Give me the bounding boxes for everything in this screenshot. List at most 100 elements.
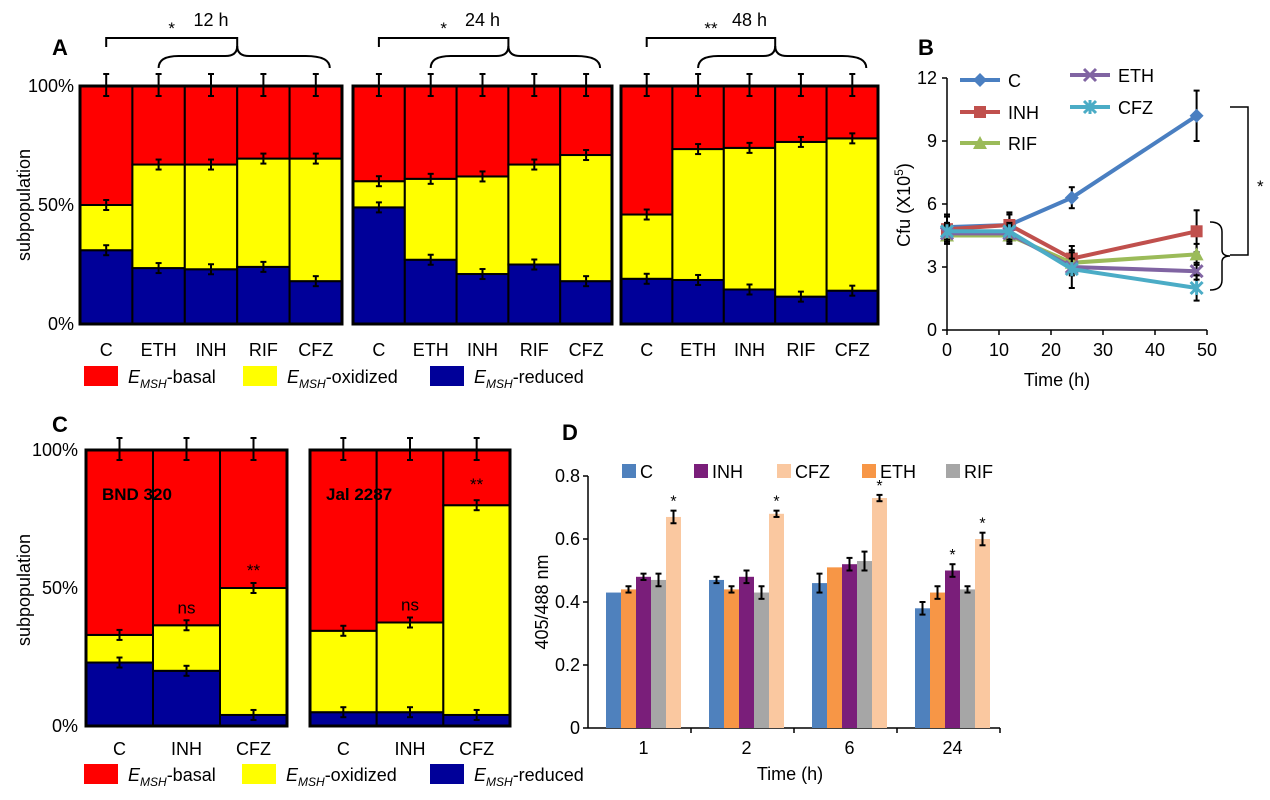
y-tick-label: 0% bbox=[48, 314, 74, 334]
subpanel-frame bbox=[78, 84, 344, 326]
y-axis-label: Cfu (X105) bbox=[892, 163, 914, 247]
bar-oxidized bbox=[309, 629, 378, 714]
bar-oxidized bbox=[507, 163, 562, 266]
bar-reduced bbox=[352, 206, 406, 326]
legend-swatch-reduced bbox=[430, 366, 464, 386]
marker-diamond bbox=[973, 73, 987, 87]
legend-label-rif: RIF bbox=[964, 462, 993, 482]
significance-label: ** bbox=[247, 561, 261, 580]
marker-square bbox=[1190, 225, 1203, 238]
y-axis-label: 405/488 nm bbox=[532, 554, 552, 649]
bar-c bbox=[812, 583, 827, 728]
significance-label: * bbox=[168, 19, 175, 38]
marker-asterisk bbox=[1082, 99, 1098, 115]
y-tick-label: 0.2 bbox=[555, 655, 580, 675]
time-title: 24 h bbox=[465, 10, 500, 30]
bar-c bbox=[709, 579, 724, 728]
category-label: RIF bbox=[786, 340, 815, 360]
comparison-bracket bbox=[645, 37, 777, 50]
bar-rif bbox=[754, 592, 769, 728]
panel-label-b: B bbox=[918, 35, 934, 60]
bar-oxidized bbox=[825, 137, 879, 292]
bar-oxidized bbox=[722, 146, 777, 291]
bar-reduced bbox=[152, 669, 221, 727]
bar-basal bbox=[403, 85, 458, 180]
y-tick-label: 3 bbox=[927, 257, 937, 277]
legend-swatch-oxidized bbox=[243, 366, 277, 386]
legend-swatch-cfz bbox=[777, 464, 791, 478]
legend-label-basal: EMSH-basal bbox=[128, 367, 216, 391]
marker-square bbox=[974, 106, 986, 118]
category-label: C bbox=[337, 739, 350, 759]
bar-reduced bbox=[507, 263, 562, 325]
series-line-cfz bbox=[947, 229, 1197, 290]
marker-asterisk bbox=[1189, 280, 1204, 296]
time-title: 12 h bbox=[193, 10, 228, 30]
significance-label: * bbox=[979, 516, 985, 533]
bar-basal bbox=[183, 85, 239, 166]
significance-label: ** bbox=[704, 19, 718, 38]
legend-label-reduced: EMSH-reduced bbox=[474, 765, 584, 789]
legend-label-basal: EMSH-basal bbox=[128, 765, 216, 789]
category-label: C bbox=[113, 739, 126, 759]
y-tick-label: 100% bbox=[28, 76, 74, 96]
group-brace bbox=[157, 45, 331, 69]
legend-swatch-eth bbox=[862, 464, 876, 478]
category-label: ETH bbox=[680, 340, 716, 360]
bar-inh bbox=[739, 576, 754, 728]
bar-basal bbox=[85, 449, 154, 636]
category-label: ETH bbox=[413, 340, 449, 360]
x-tick-label: 20 bbox=[1041, 340, 1061, 360]
marker-triangle bbox=[973, 136, 987, 149]
strain-label: BND 320 bbox=[102, 485, 172, 504]
series-line-c bbox=[946, 114, 1198, 230]
x-tick-label: 10 bbox=[989, 340, 1009, 360]
bar-reduced bbox=[559, 280, 614, 326]
time-title: 48 h bbox=[732, 10, 767, 30]
bar-oxidized bbox=[559, 154, 614, 283]
subpanel-frame bbox=[308, 448, 512, 728]
x-tick-label: 50 bbox=[1197, 340, 1217, 360]
bar-reduced bbox=[455, 273, 510, 325]
bar-oxidized bbox=[403, 177, 458, 261]
bar-reduced bbox=[671, 278, 725, 325]
bar-inh bbox=[636, 576, 651, 728]
legend-label-reduced: EMSH-reduced bbox=[474, 367, 584, 391]
legend-label-oxidized: EMSH-oxidized bbox=[286, 765, 397, 789]
bar-rif bbox=[651, 579, 666, 728]
bar-eth bbox=[827, 567, 842, 728]
y-tick-label: 0.6 bbox=[555, 529, 580, 549]
subpanel-frame bbox=[351, 84, 614, 326]
category-label: C bbox=[100, 340, 113, 360]
bar-basal bbox=[620, 85, 674, 216]
group-brace bbox=[1209, 221, 1231, 291]
significance-label: * bbox=[670, 494, 676, 511]
bar-oxidized bbox=[131, 163, 186, 270]
legend-label-inh: INH bbox=[712, 462, 743, 482]
significance-label: * bbox=[440, 19, 447, 38]
strain-label: Jal 2287 bbox=[326, 485, 392, 504]
category-label: CFZ bbox=[459, 739, 494, 759]
legend-label-cfz: CFZ bbox=[795, 462, 830, 482]
marker-asterisk bbox=[939, 224, 955, 239]
legend-label-c: C bbox=[640, 462, 653, 482]
comparison-bracket bbox=[105, 37, 239, 50]
significance-label: * bbox=[949, 547, 955, 564]
y-tick-label: 100% bbox=[32, 440, 78, 460]
bar-cfz bbox=[666, 516, 681, 728]
marker-asterisk bbox=[1064, 262, 1079, 277]
bar-cfz bbox=[872, 498, 887, 728]
significance-label: * bbox=[1257, 177, 1264, 196]
category-label: INH bbox=[196, 340, 227, 360]
legend-label-inh: INH bbox=[1008, 103, 1039, 123]
panel-a: C ETH INH RIF CFZ C ETH INH RIF CFZ C ETH INH RIF CFZ 1… bbox=[14, 10, 880, 391]
bar-eth bbox=[724, 589, 739, 728]
bar-c bbox=[915, 608, 930, 728]
bar-oxidized bbox=[288, 157, 344, 283]
panel-d: 0 0.2 0.4 0.6 0.8 405/488 nm Time (h) 1 * 2 * 6 * 24 *… bbox=[532, 462, 1001, 784]
panel-label-a: A bbox=[52, 35, 68, 60]
legend-label-c: C bbox=[1008, 71, 1021, 91]
legend-label-oxidized: EMSH-oxidized bbox=[287, 367, 398, 391]
legend-label-eth: ETH bbox=[880, 462, 916, 482]
bar-reduced bbox=[236, 265, 291, 326]
